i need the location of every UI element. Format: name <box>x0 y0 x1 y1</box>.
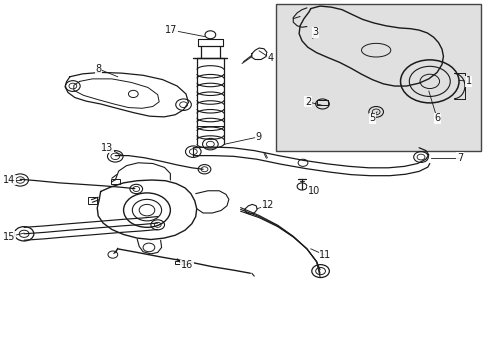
Text: 8: 8 <box>95 64 101 74</box>
Bar <box>276 4 480 151</box>
Text: 11: 11 <box>319 250 331 260</box>
Text: 16: 16 <box>181 260 193 270</box>
Bar <box>111 179 120 184</box>
Text: 2: 2 <box>304 97 310 107</box>
Text: 7: 7 <box>456 153 462 163</box>
Text: 3: 3 <box>312 27 318 37</box>
Text: 1: 1 <box>465 76 471 86</box>
Text: 13: 13 <box>101 143 113 153</box>
Text: 9: 9 <box>255 132 261 142</box>
Text: 12: 12 <box>261 200 274 210</box>
Bar <box>88 197 97 204</box>
Text: 4: 4 <box>267 53 273 63</box>
Bar <box>316 100 328 105</box>
Text: 6: 6 <box>433 113 439 123</box>
Bar <box>175 261 183 264</box>
Text: 15: 15 <box>3 232 16 242</box>
Text: 17: 17 <box>165 25 177 35</box>
Text: 10: 10 <box>307 186 319 197</box>
Text: 5: 5 <box>368 113 375 123</box>
Text: 14: 14 <box>3 175 16 185</box>
